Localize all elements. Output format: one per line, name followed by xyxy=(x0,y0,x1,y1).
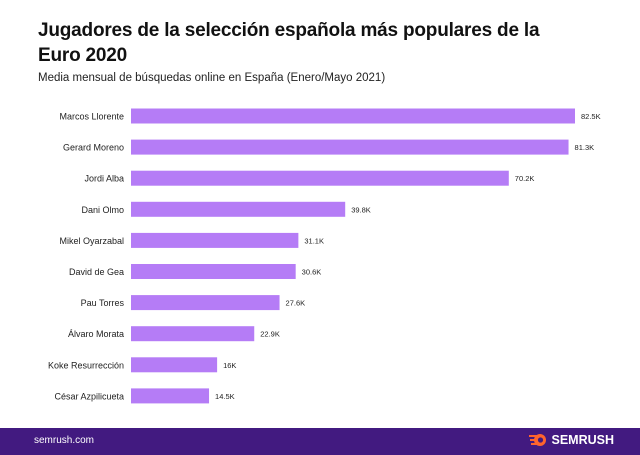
bar xyxy=(131,357,218,373)
data-label: 22.9K xyxy=(260,330,280,339)
data-label: 14.5K xyxy=(215,392,235,401)
category-label: Pau Torres xyxy=(81,298,125,308)
footer: semrush.com SEMRUSH xyxy=(0,428,640,455)
chart-title: Jugadores de la selección española más p… xyxy=(38,20,540,66)
semrush-fireball-icon xyxy=(529,434,547,446)
bar-chart: Marcos Llorente 82.5K Gerard Moreno 81.3K Jo… xyxy=(48,108,601,404)
bar xyxy=(131,388,210,404)
data-label: 82.5K xyxy=(581,112,601,121)
category-label: Mikel Oyarzabal xyxy=(59,236,124,246)
brand-name: SEMRUSH xyxy=(551,433,614,447)
bar xyxy=(131,232,299,248)
bar xyxy=(131,170,509,186)
brand-logo: SEMRUSH xyxy=(529,433,614,447)
data-label: 16K xyxy=(223,361,236,370)
data-label: 81.3K xyxy=(575,143,595,152)
data-label: 39.8K xyxy=(351,205,371,214)
category-label: Koke Resurrección xyxy=(48,360,124,370)
category-label: Jordi Alba xyxy=(84,174,124,184)
bar xyxy=(131,108,575,124)
data-label: 30.6K xyxy=(302,268,322,277)
category-label: César Azpilicueta xyxy=(54,391,124,401)
bar xyxy=(131,295,280,311)
category-label: Marcos Llorente xyxy=(59,112,124,122)
bar xyxy=(131,264,296,279)
category-label: Álvaro Morata xyxy=(68,329,124,339)
category-label: Gerard Moreno xyxy=(63,143,124,153)
chart-subtitle: Media mensual de búsquedas online en Esp… xyxy=(38,72,386,84)
site-link[interactable]: semrush.com xyxy=(34,435,95,446)
data-label: 27.6K xyxy=(286,299,306,308)
bar xyxy=(131,201,346,217)
category-label: David de Gea xyxy=(69,267,124,277)
data-label: 31.1K xyxy=(304,236,324,245)
bar xyxy=(131,326,255,342)
data-label: 70.2K xyxy=(515,174,535,183)
category-label: Dani Olmo xyxy=(81,205,124,215)
bar xyxy=(131,139,569,155)
